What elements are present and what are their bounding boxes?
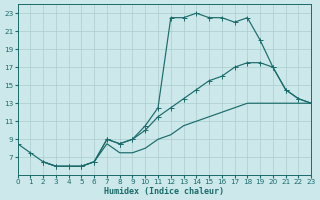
X-axis label: Humidex (Indice chaleur): Humidex (Indice chaleur)	[104, 187, 224, 196]
